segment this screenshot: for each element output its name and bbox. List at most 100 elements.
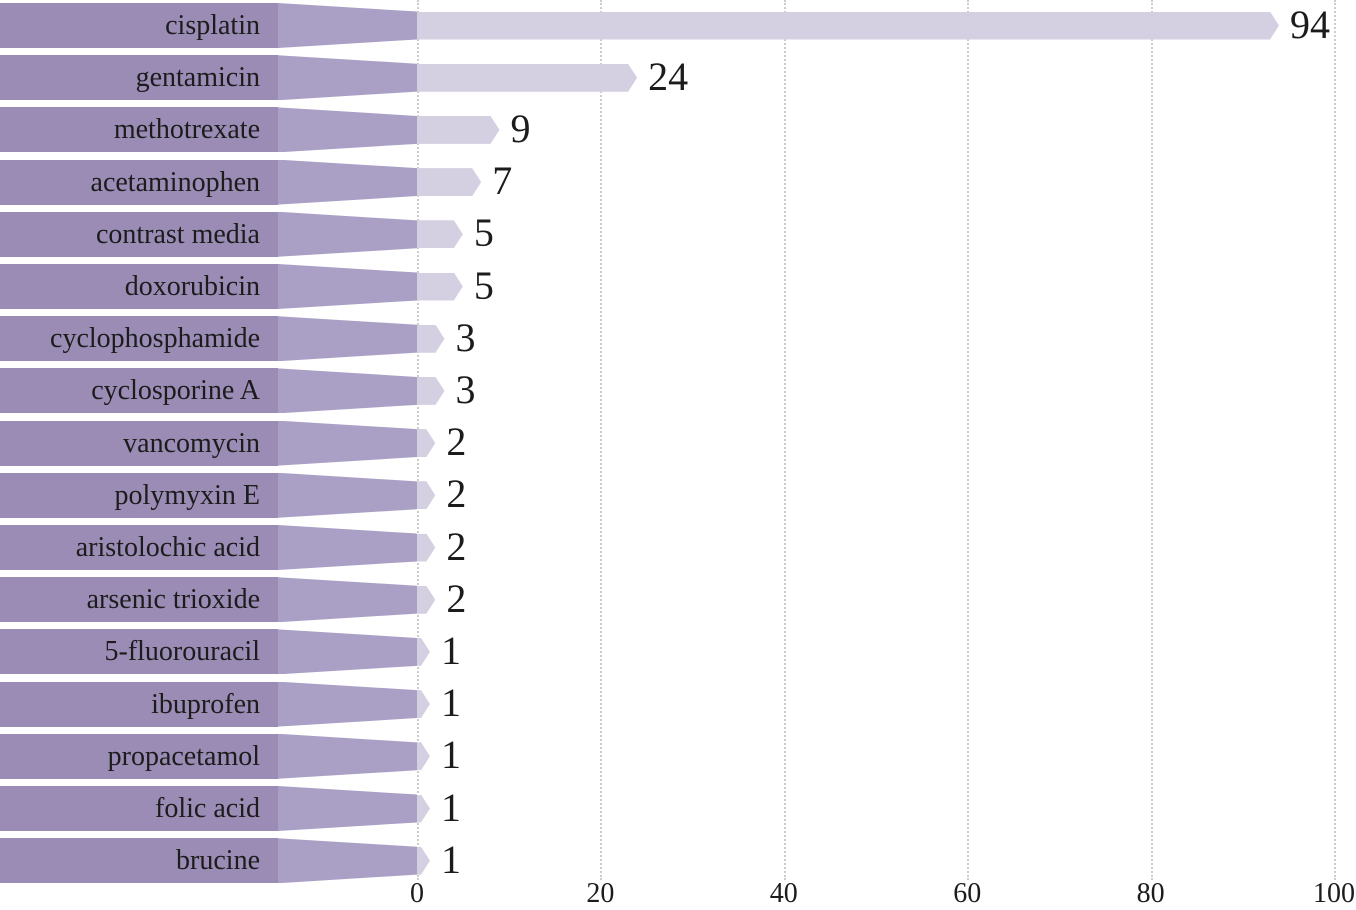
gridline <box>600 0 603 880</box>
value-label: 24 <box>648 53 689 99</box>
category-bar: brucine <box>0 838 278 884</box>
value-label: 5 <box>473 210 494 256</box>
bar-row: vancomycin 2 <box>0 420 1356 466</box>
value-bar <box>417 586 435 614</box>
bar-row: doxorubicin 5 <box>0 264 1356 309</box>
bar-row: cyclosporine A 3 <box>0 367 1356 414</box>
value-label: 2 <box>446 575 467 621</box>
category-label: polymyxin E <box>114 479 260 511</box>
value-bar <box>417 116 500 144</box>
x-tick-label: 0 <box>410 878 424 909</box>
value-label: 1 <box>441 836 461 882</box>
bar-row: arsenic trioxide 2 <box>0 575 1356 623</box>
value-label: 1 <box>441 628 461 674</box>
value-label: 1 <box>441 680 461 726</box>
gridline <box>1334 0 1336 880</box>
funnel-shape <box>278 368 417 414</box>
funnel-shape <box>278 681 417 727</box>
bar-row: cisplatin 94 <box>0 3 1356 48</box>
funnel-shape <box>278 577 417 623</box>
category-bar: gentamicin <box>0 55 278 101</box>
value-label: 3 <box>455 367 476 413</box>
bar-row: acetaminophen 7 <box>0 158 1356 205</box>
bar-row: polymyxin E 2 <box>0 471 1356 518</box>
value-bar <box>417 220 463 248</box>
value-bar <box>417 638 430 666</box>
funnel-shape <box>278 264 417 309</box>
bar-row: propacetamol 1 <box>0 732 1356 779</box>
category-label: contrast media <box>95 218 260 250</box>
category-bar: vancomycin <box>0 420 278 466</box>
category-label: folic acid <box>155 793 260 824</box>
category-label: ibuprofen <box>151 688 260 720</box>
bar-row: gentamicin 24 <box>0 53 1356 101</box>
category-bar: doxorubicin <box>0 264 278 309</box>
funnel-shape <box>278 629 417 675</box>
funnel-shape <box>278 211 417 257</box>
funnel-shape <box>278 316 417 362</box>
value-label: 3 <box>455 314 476 360</box>
x-tick-label: 40 <box>769 878 798 909</box>
x-tick-label: 20 <box>586 878 615 909</box>
funnel-shape <box>278 420 417 466</box>
value-bar <box>417 795 430 823</box>
funnel-shape <box>278 733 417 779</box>
category-label: aristolochic acid <box>75 532 260 563</box>
bar-row: ibuprofen 1 <box>0 680 1356 727</box>
funnel-shape <box>278 472 417 518</box>
value-bar <box>417 64 637 92</box>
category-bar: methotrexate <box>0 107 278 153</box>
bar-row: 5-fluorouracil 1 <box>0 628 1356 675</box>
category-bar: ibuprofen <box>0 681 278 727</box>
category-bar: cisplatin <box>0 3 278 48</box>
category-bar: folic acid <box>0 786 278 831</box>
category-bar: aristolochic acid <box>0 525 278 570</box>
category-bar: acetaminophen <box>0 159 278 205</box>
category-label: vancomycin <box>123 427 260 459</box>
category-bar: 5-fluorouracil <box>0 629 278 675</box>
value-label: 94 <box>1289 1 1330 47</box>
category-label: arsenic trioxide <box>86 584 260 616</box>
value-label: 1 <box>441 732 461 778</box>
category-label: cyclophosphamide <box>50 323 260 355</box>
x-tick-label: 60 <box>953 878 982 909</box>
funnel-shape <box>278 107 417 153</box>
category-label: 5-fluorouracil <box>104 636 261 668</box>
funnel-shape <box>278 55 417 101</box>
category-bar: polymyxin E <box>0 472 278 518</box>
funnel-shape <box>278 525 417 570</box>
value-bar <box>417 847 430 875</box>
bar-row: aristolochic acid 2 <box>0 525 1356 570</box>
value-label: 2 <box>446 523 467 569</box>
gridline <box>783 0 786 880</box>
category-label: cyclosporine A <box>91 375 260 407</box>
x-axis: 0 20 40 60 80 100 <box>0 880 1356 910</box>
x-tick-label: 80 <box>1136 878 1165 909</box>
bar-row: folic acid 1 <box>0 786 1356 831</box>
value-bar <box>417 168 481 196</box>
gridline <box>1150 0 1153 880</box>
value-bar <box>417 534 435 562</box>
value-label: 1 <box>441 784 461 830</box>
bar-row: brucine 1 <box>0 836 1356 884</box>
value-bar <box>417 429 435 457</box>
funnel-shape <box>278 159 417 205</box>
value-bar <box>417 273 463 301</box>
category-bar: cyclosporine A <box>0 368 278 414</box>
x-tick-label: 100 <box>1313 878 1355 909</box>
category-bar: cyclophosphamide <box>0 316 278 362</box>
value-label: 9 <box>510 106 531 152</box>
value-label: 7 <box>492 158 513 204</box>
value-bar <box>417 742 430 770</box>
bar-row: cyclophosphamide 3 <box>0 314 1356 362</box>
funnel-shape <box>278 3 417 48</box>
value-bar <box>417 12 1279 40</box>
value-bar <box>417 325 445 353</box>
gridline <box>967 0 970 880</box>
category-label: doxorubicin <box>124 271 260 302</box>
category-label: cisplatin <box>165 10 260 41</box>
bar-row: contrast media 5 <box>0 210 1356 257</box>
value-bar <box>417 377 445 405</box>
value-label: 2 <box>446 471 467 517</box>
